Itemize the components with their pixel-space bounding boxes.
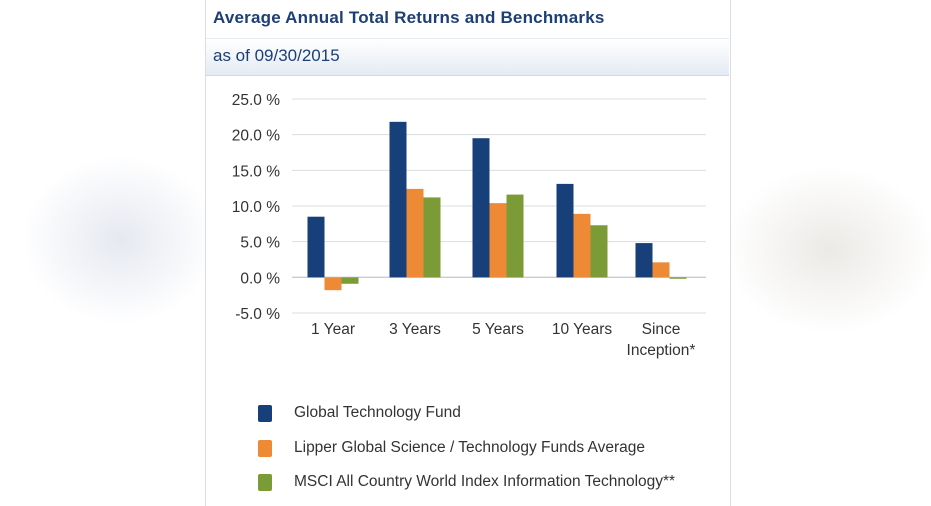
x-tick-label: Since	[642, 321, 681, 338]
bars	[307, 121, 687, 291]
chart-subtitle: as of 09/30/2015	[213, 46, 340, 65]
bar-lipper	[406, 188, 424, 278]
y-axis-ticks: 25.0 % 20.0 % 15.0 % 10.0 % 5.0 % 0.0 % -5.0 %	[232, 92, 280, 323]
y-tick-label: 25.0 %	[232, 92, 280, 109]
subtitle-bar	[206, 38, 729, 76]
bar-lipper	[489, 203, 507, 278]
bar-fund	[307, 216, 325, 278]
y-tick-label: 20.0 %	[232, 128, 280, 145]
legend-item: Lipper Global Science / Technology Funds…	[258, 438, 645, 458]
x-tick-label: Inception*	[627, 342, 696, 359]
bar-fund	[472, 138, 490, 278]
chart-title: Average Annual Total Returns and Benchma…	[213, 8, 605, 27]
x-tick-label: 1 Year	[311, 321, 355, 338]
legend-label: Lipper Global Science / Technology Funds…	[294, 439, 645, 456]
bar-lipper	[324, 277, 342, 291]
y-tick-label: 5.0 %	[240, 235, 280, 252]
legend-label: MSCI All Country World Index Information…	[294, 473, 676, 490]
x-axis-ticks: 1 Year 3 Years 5 Years 10 Years Since Incepti…	[311, 321, 695, 359]
bar-fund	[635, 243, 653, 278]
x-tick-label: 5 Years	[472, 321, 524, 338]
bar-msci	[669, 277, 687, 279]
legend-swatch	[258, 473, 272, 491]
x-tick-label: 3 Years	[389, 321, 441, 338]
bar-msci	[423, 197, 441, 278]
bar-msci	[341, 277, 359, 284]
legend-swatch	[258, 439, 272, 457]
bar-lipper	[573, 213, 591, 278]
bar-fund	[556, 183, 574, 278]
legend-item: Global Technology Fund	[258, 403, 461, 423]
y-tick-label: 0.0 %	[240, 270, 280, 287]
x-tick-label: 10 Years	[552, 321, 613, 338]
bar-lipper	[652, 262, 670, 278]
legend-label: Global Technology Fund	[294, 404, 461, 421]
legend-swatch	[258, 404, 272, 422]
bar-msci	[590, 225, 608, 278]
y-tick-label: -5.0 %	[235, 306, 280, 323]
bar-msci	[506, 194, 524, 278]
bar-fund	[389, 121, 407, 278]
y-tick-label: 15.0 %	[232, 163, 280, 180]
y-tick-label: 10.0 %	[232, 199, 280, 216]
legend-item: MSCI All Country World Index Information…	[258, 472, 675, 492]
